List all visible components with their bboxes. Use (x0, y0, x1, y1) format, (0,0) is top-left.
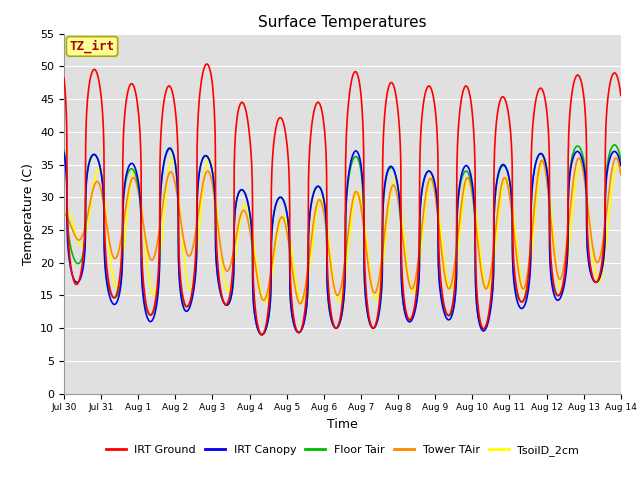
IRT Ground (617, 93, 625, 98)
IRT Canopy (60, 150, 68, 156)
IRT Ground (359, 122, 367, 128)
IRT Canopy (371, 324, 379, 330)
Floor Tair (568, 156, 575, 161)
Tower TAir (359, 216, 367, 222)
IRT Canopy (359, 184, 367, 190)
Legend: IRT Ground, IRT Canopy, Floor Tair, Tower TAir, TsoilD_2cm: IRT Ground, IRT Canopy, Floor Tair, Towe… (101, 440, 584, 460)
Line: Floor Tair: Floor Tair (64, 145, 621, 335)
TsoilD_2cm (505, 180, 513, 185)
Text: TZ_irt: TZ_irt (70, 40, 115, 53)
IRT Canopy (258, 332, 266, 337)
Floor Tair (611, 142, 618, 148)
Tower TAir (612, 155, 620, 161)
Line: IRT Canopy: IRT Canopy (64, 148, 621, 335)
IRT Canopy (568, 159, 576, 165)
IRT Ground (568, 90, 576, 96)
IRT Ground (203, 61, 211, 67)
TsoilD_2cm (205, 155, 213, 161)
TsoilD_2cm (371, 296, 379, 301)
Tower TAir (504, 185, 512, 191)
Floor Tair (258, 332, 266, 337)
IRT Ground (258, 332, 266, 337)
Floor Tair (617, 157, 625, 163)
X-axis label: Time: Time (327, 418, 358, 431)
Line: TsoilD_2cm: TsoilD_2cm (64, 158, 621, 302)
IRT Canopy (505, 173, 513, 179)
TsoilD_2cm (617, 171, 625, 177)
Floor Tair (504, 171, 512, 177)
TsoilD_2cm (359, 208, 367, 214)
TsoilD_2cm (261, 299, 269, 305)
Line: IRT Ground: IRT Ground (64, 64, 621, 335)
Floor Tair (371, 324, 379, 330)
TsoilD_2cm (568, 211, 576, 217)
Title: Surface Temperatures: Surface Temperatures (258, 15, 427, 30)
Tower TAir (296, 301, 304, 307)
Floor Tair (584, 243, 591, 249)
IRT Canopy (617, 163, 625, 168)
Tower TAir (371, 290, 379, 296)
Tower TAir (584, 200, 591, 205)
Y-axis label: Temperature (C): Temperature (C) (22, 163, 35, 264)
IRT Canopy (216, 286, 223, 291)
IRT Ground (371, 323, 379, 329)
IRT Canopy (166, 145, 173, 151)
IRT Canopy (584, 249, 591, 254)
IRT Ground (584, 230, 591, 236)
Tower TAir (568, 191, 575, 197)
Floor Tair (60, 147, 68, 153)
Line: Tower TAir: Tower TAir (64, 158, 621, 304)
Tower TAir (60, 211, 68, 216)
TsoilD_2cm (216, 235, 223, 240)
TsoilD_2cm (60, 208, 68, 214)
IRT Ground (60, 75, 68, 81)
Tower TAir (216, 235, 223, 240)
Floor Tair (216, 284, 223, 290)
Floor Tair (359, 185, 367, 191)
Tower TAir (617, 172, 625, 178)
IRT Ground (505, 112, 513, 118)
TsoilD_2cm (584, 200, 591, 206)
IRT Ground (216, 279, 223, 285)
